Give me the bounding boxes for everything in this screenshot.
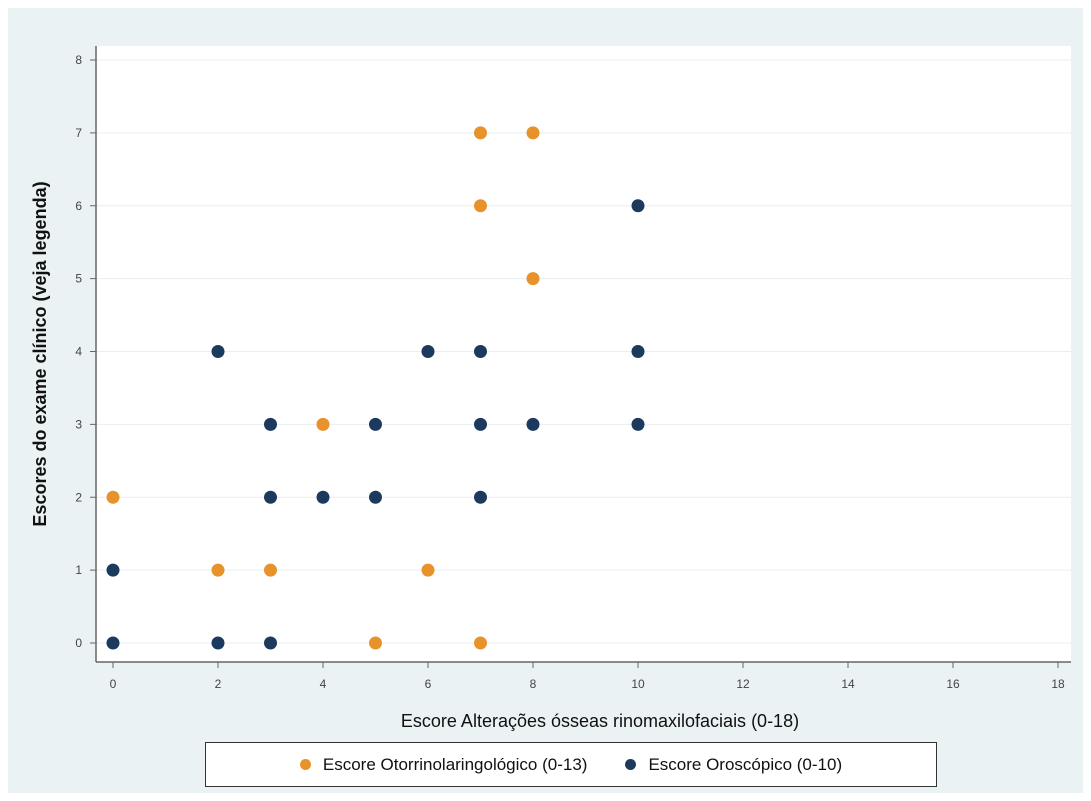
point-oroscopico — [106, 563, 120, 577]
y-tick-label: 2 — [75, 490, 82, 504]
point-oroscopico — [474, 345, 487, 358]
y-tick-label: 0 — [75, 636, 82, 650]
y-tick-label: 4 — [75, 345, 82, 359]
point-oroscopico — [631, 199, 645, 213]
x-tick-label: 14 — [841, 677, 855, 691]
point-otorrino — [474, 126, 487, 140]
x-tick-label: 4 — [320, 677, 327, 691]
point-otorrino — [474, 199, 487, 213]
point-otorrino — [526, 272, 540, 286]
x-tick-label: 16 — [946, 677, 960, 691]
point-oroscopico — [264, 417, 277, 431]
point-otorrino — [106, 490, 120, 504]
legend-marker-orange — [299, 759, 311, 770]
point-oroscopico — [211, 345, 225, 358]
point-otorrino — [474, 636, 487, 650]
y-tick-label: 6 — [75, 199, 82, 213]
legend-label-otorrino: Escore Otorrinolaringológico (0-13) — [322, 754, 588, 774]
legend-item-otorrino: Escore Otorrinolaringológico (0-13) — [299, 754, 588, 775]
point-otorrino — [421, 563, 435, 577]
y-tick-label: 1 — [75, 563, 82, 577]
y-tick-label: 7 — [75, 126, 82, 140]
x-tick-label: 18 — [1051, 677, 1065, 691]
point-oroscopico — [316, 490, 330, 504]
legend-label-oroscopico: Escore Oroscópico (0-10) — [648, 754, 843, 774]
point-oroscopico — [474, 417, 487, 431]
point-oroscopico — [631, 417, 645, 431]
point-oroscopico — [526, 417, 540, 431]
x-tick-label: 12 — [736, 677, 750, 691]
x-tick-label: 2 — [215, 677, 222, 691]
y-axis-label: Escores do exame clínico (veja legenda) — [30, 181, 50, 526]
point-otorrino — [369, 636, 382, 650]
x-tick-label: 10 — [631, 677, 645, 691]
point-otorrino — [211, 563, 225, 577]
x-tick-label: 0 — [110, 677, 117, 691]
y-tick-label: 8 — [75, 53, 82, 67]
point-oroscopico — [631, 345, 645, 358]
point-otorrino — [264, 563, 277, 577]
point-oroscopico — [264, 490, 277, 504]
point-otorrino — [526, 126, 540, 140]
point-otorrino — [316, 417, 330, 431]
legend-marker-navy — [625, 759, 637, 770]
point-oroscopico — [421, 345, 435, 358]
y-tick-label: 5 — [75, 272, 82, 286]
legend: Escore Otorrinolaringológico (0-13) Esco… — [205, 742, 937, 787]
x-tick-label: 6 — [425, 677, 432, 691]
grid-lines — [96, 59, 1071, 644]
x-axis-label: Escore Alterações ósseas rinomaxilofacia… — [401, 711, 799, 731]
point-oroscopico — [369, 417, 382, 431]
x-tick-label: 8 — [530, 677, 537, 691]
point-oroscopico — [264, 636, 277, 650]
legend-item-oroscopico: Escore Oroscópico (0-10) — [625, 755, 842, 775]
point-oroscopico — [474, 490, 487, 504]
point-oroscopico — [211, 636, 225, 650]
data-points — [106, 126, 645, 650]
point-oroscopico — [106, 636, 120, 650]
plot-area — [96, 46, 1071, 662]
y-tick-label: 3 — [75, 417, 82, 431]
point-oroscopico — [369, 490, 382, 504]
